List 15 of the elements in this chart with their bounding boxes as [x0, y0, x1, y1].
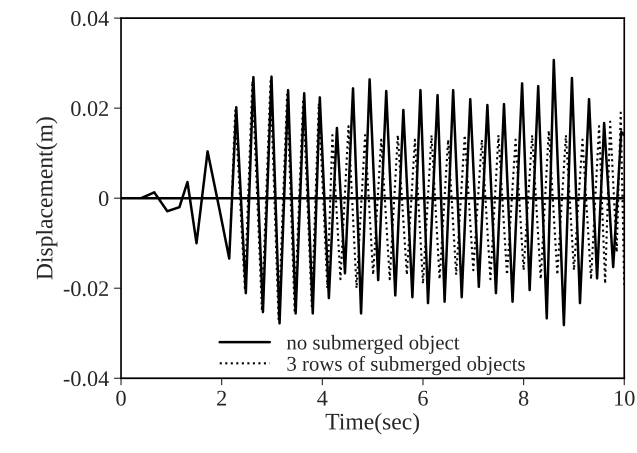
y-tick-label: -0.02 — [64, 281, 108, 296]
legend-label: 3 rows of submerged objects — [287, 356, 525, 376]
y-tick-label: 0.04 — [71, 11, 109, 26]
legend-label: no submerged object — [286, 334, 460, 354]
y-tick-label: 0.02 — [71, 101, 108, 116]
y-tick-label: -0.04 — [64, 371, 109, 386]
x-tick-label: 6 — [418, 390, 428, 406]
y-axis-title: Displacement(m) — [36, 117, 58, 280]
x-axis-title: Time(sec) — [326, 412, 420, 434]
x-tick-label: 4 — [317, 390, 328, 406]
x-tick-label: 0 — [116, 390, 126, 406]
y-tick-label: 0 — [98, 191, 108, 206]
x-tick-label: 10 — [615, 390, 635, 406]
x-tick-label: 2 — [217, 390, 226, 406]
x-tick-label: 8 — [518, 390, 528, 406]
